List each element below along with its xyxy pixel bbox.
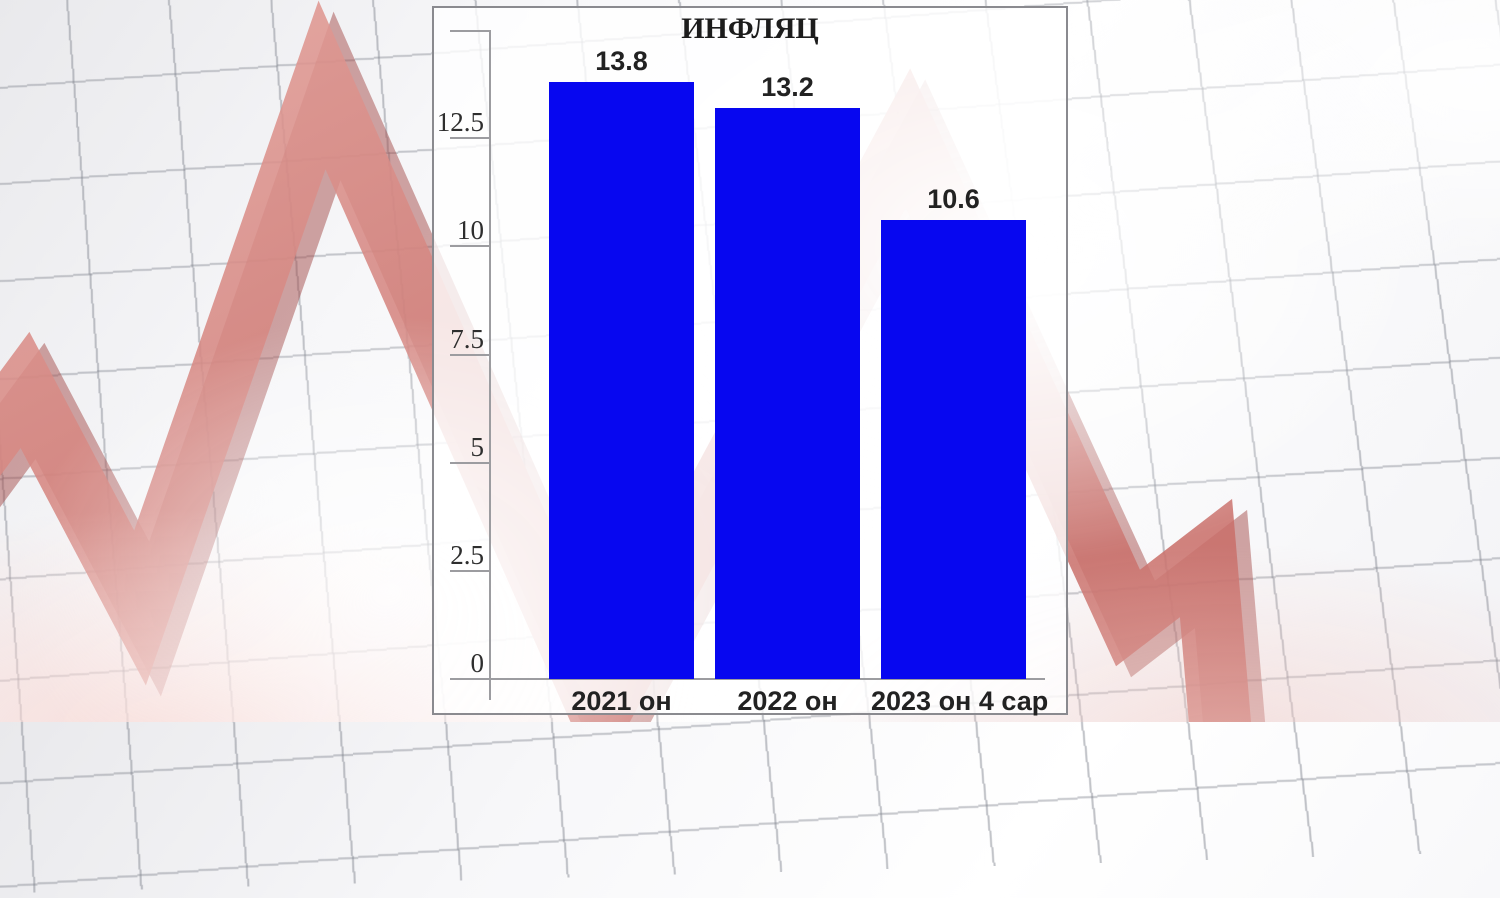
x-category-label: 2021 он [571, 686, 672, 716]
chart-title: ИНФЛЯЦ [681, 12, 819, 45]
x-axis-line [450, 678, 1045, 680]
x-category-label: 2022 он [737, 686, 838, 716]
y-tick-label: 12.5 [436, 107, 484, 138]
bar-value-label: 10.6 [927, 184, 980, 215]
bar-2022 он [715, 107, 860, 679]
x-category-label: 2023 он 4 сар [871, 686, 1049, 716]
chart-card: ИНФЛЯЦ 0 2.5 5 7.5 10 12.5 13.8 2021 он 13.2 202… [432, 6, 1068, 716]
y-tick-label: 10 [457, 215, 484, 246]
bar-2023 он 4 сар [881, 220, 1026, 679]
y-tick-label: 0 [470, 648, 485, 678]
y-tick-label: 5 [470, 431, 485, 462]
bars-area: 13.8 2021 он 13.2 2022 он 10.6 2023 он 4 сар [434, 8, 1066, 716]
bar-value-label: 13.2 [761, 71, 814, 102]
y-tick-line [450, 569, 490, 572]
y-tick-line [450, 137, 490, 140]
y-axis-top-cap [450, 30, 490, 32]
bar-value-label: 13.8 [595, 46, 648, 76]
y-axis-ticks: 0 2.5 5 7.5 10 12.5 [434, 8, 1066, 713]
y-tick-line [450, 461, 490, 464]
y-tick-label: 7.5 [450, 323, 484, 354]
y-tick-line [450, 678, 490, 680]
y-tick-line [450, 245, 490, 248]
bar-2021 он [549, 82, 694, 679]
y-axis-line [489, 30, 491, 700]
y-tick-line [450, 353, 490, 356]
y-tick-label: 2.5 [450, 539, 484, 570]
